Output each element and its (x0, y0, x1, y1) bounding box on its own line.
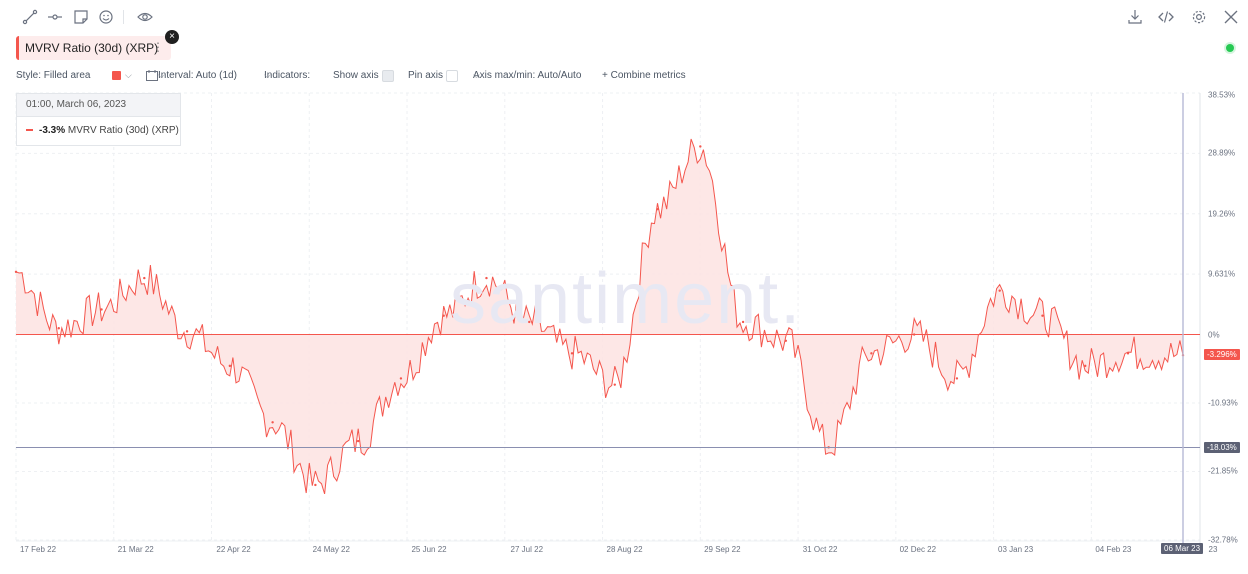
data-point (741, 320, 745, 324)
x-tick-label: 28 Aug 22 (606, 545, 643, 554)
y-tick-label: 28.89% (1208, 148, 1236, 158)
metric-label: MVRV Ratio (30d) (XRP) (25, 41, 159, 55)
line-draw-icon[interactable] (22, 9, 38, 25)
data-point (442, 314, 445, 317)
data-point (271, 421, 274, 424)
x-tick-label: 31 Oct 22 (802, 545, 838, 554)
combine-metrics-button[interactable]: + Combine metrics (602, 70, 686, 81)
data-point (528, 320, 531, 324)
data-point (356, 439, 360, 443)
crosshair-value-badge: -18.03% (1204, 441, 1240, 453)
y-tick-label: -10.93% (1208, 398, 1238, 408)
data-point (100, 308, 103, 311)
data-point (185, 330, 189, 333)
metric-menu-icon[interactable]: ⋮ (152, 40, 164, 54)
segment-icon[interactable] (47, 9, 63, 25)
y-tick-label: 19.26% (1208, 209, 1236, 219)
interval-dropdown[interactable]: Interval: Auto (1d) ⌵ (146, 70, 237, 83)
data-point (656, 207, 659, 211)
sticky-note-icon[interactable] (73, 9, 89, 25)
data-point (955, 377, 959, 380)
data-point (613, 383, 616, 386)
x-tick-label: 25 Jun 22 (411, 545, 447, 554)
tooltip-value: -3.3% (39, 125, 66, 136)
chevron-down-icon: ⌵ (16, 70, 23, 80)
watermark: santiment. (450, 259, 803, 339)
y-tick-label: 9.631% (1208, 269, 1236, 279)
x-tick-label: 21 Mar 22 (117, 545, 154, 554)
live-status-dot (1226, 44, 1234, 52)
x-tick-label: 24 May 22 (312, 545, 350, 554)
y-tick-label: -32.78% (1208, 535, 1238, 545)
data-point (912, 333, 916, 336)
data-point (1126, 352, 1130, 355)
hover-tooltip: 01:00, March 06, 2023 -3.3% MVRV Ratio (… (16, 93, 181, 146)
data-point (228, 364, 232, 368)
style-label: Style: Filled area (16, 70, 91, 81)
indicators-label: Indicators: (264, 70, 311, 81)
x-tick-label: 17 Feb 22 (19, 545, 57, 554)
show-axis-checkbox[interactable] (382, 70, 394, 82)
data-point (784, 339, 788, 342)
eye-icon[interactable] (137, 9, 153, 25)
chevron-down-icon: ⌵ (473, 70, 480, 80)
tooltip-date: 01:00, March 06, 2023 (17, 94, 180, 117)
y-tick-label: 0% (1208, 330, 1220, 340)
series-line (15, 138, 1184, 495)
close-icon[interactable] (1223, 9, 1239, 25)
embed-code-icon[interactable] (1158, 9, 1174, 25)
last-date-suffix: 23 (1208, 545, 1218, 554)
download-icon[interactable] (1127, 9, 1143, 25)
series-dash-icon (26, 129, 33, 132)
emoji-icon[interactable] (98, 9, 114, 25)
x-tick-label: 29 Sep 22 (704, 545, 741, 554)
data-point (57, 327, 60, 330)
data-point (14, 270, 18, 274)
data-point (699, 145, 702, 148)
chevron-down-icon: ⌵ (264, 70, 271, 80)
data-point (314, 483, 317, 487)
x-tick-label: 03 Jan 23 (998, 545, 1034, 554)
series-area (16, 139, 1183, 494)
y-tick-label: -21.85% (1208, 466, 1238, 476)
data-point (570, 352, 574, 355)
x-tick-label: 04 Feb 23 (1095, 545, 1132, 554)
x-tick-label: 02 Dec 22 (899, 545, 937, 554)
data-point (485, 276, 488, 280)
show-axis-label: Show axis (333, 70, 379, 81)
color-swatch[interactable] (112, 71, 121, 80)
last-value-badge: -3.296% (1204, 349, 1240, 361)
chevron-down-icon: ⌵ (158, 70, 165, 80)
chart-marks (14, 93, 1200, 544)
x-tick-label: 22 Apr 22 (216, 545, 251, 554)
pin-axis-label: Pin axis (408, 70, 444, 81)
y-tick-label: 38.53% (1208, 90, 1236, 100)
data-point (1084, 364, 1087, 368)
metric-remove-icon[interactable]: × (165, 30, 179, 44)
toolbar-divider (123, 10, 124, 24)
data-point (1041, 314, 1044, 317)
tooltip-row: -3.3% MVRV Ratio (30d) (XRP) (17, 117, 180, 145)
tooltip-metric: MVRV Ratio (30d) (XRP) (67, 125, 179, 136)
data-point (998, 289, 1001, 292)
data-point (399, 377, 403, 380)
interval-label: Interval: Auto (1d) (158, 70, 237, 81)
pin-axis-checkbox[interactable] (446, 70, 458, 82)
chevron-down-icon[interactable]: ⌵ (125, 70, 132, 80)
data-point (143, 276, 146, 280)
axis-maxmin-label: Axis max/min: Auto/Auto (473, 70, 582, 81)
calendar-icon (146, 70, 158, 81)
last-date-badge: 06 Mar 23 (1161, 543, 1204, 554)
x-tick-label: 27 Jul 22 (510, 545, 544, 554)
metric-chip[interactable]: MVRV Ratio (30d) (XRP) (16, 36, 171, 60)
data-point (870, 352, 873, 355)
settings-icon[interactable] (1191, 9, 1207, 25)
